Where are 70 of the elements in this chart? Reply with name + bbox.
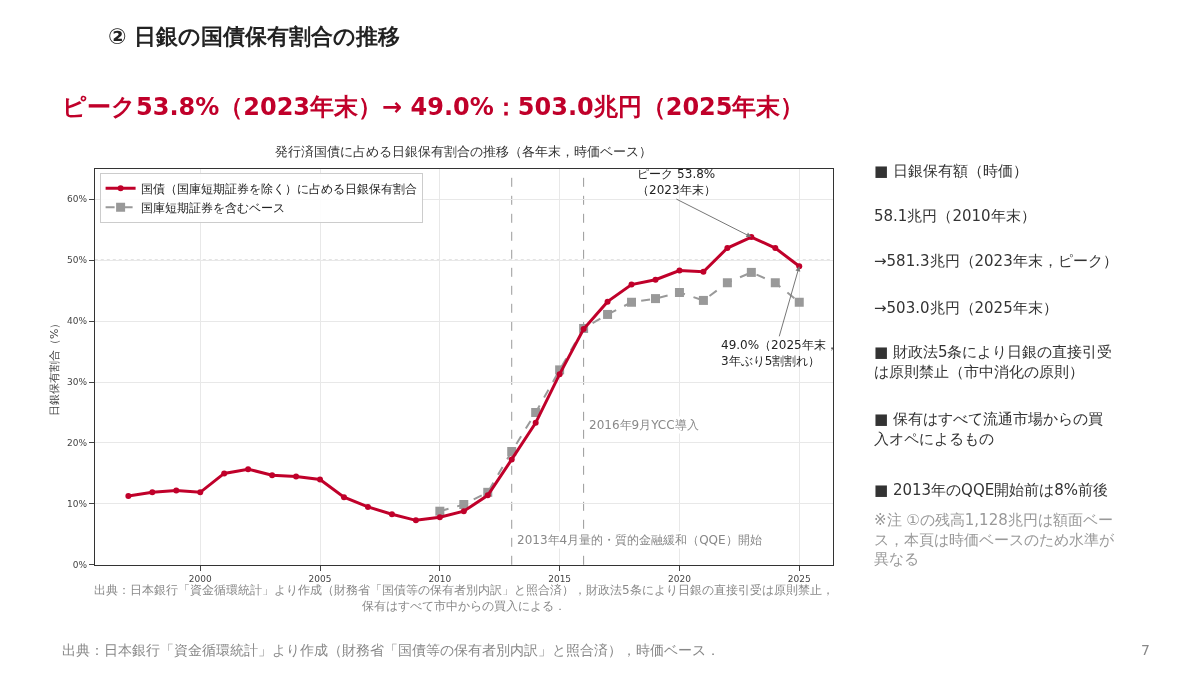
point	[197, 489, 204, 496]
y-tick-label: 0%	[72, 559, 88, 570]
point	[364, 503, 371, 510]
y-axis-title: 日銀保有割合（%）	[47, 317, 61, 417]
point	[722, 278, 732, 288]
source-note: 出典：日本銀行「資金循環統計」より作成（財務省「国債等の保有者別内訳」と照合済），時価ベース．	[62, 642, 720, 658]
point	[698, 295, 708, 305]
point	[652, 276, 659, 283]
text: ※注 ①の残高1,128兆円は額面ベース，本頁は時価ベースのため水準が異なる	[874, 511, 1115, 568]
y-tick-label: 50%	[66, 255, 88, 266]
point	[603, 309, 613, 319]
text: ■ 財政法5条により日銀の直接引受は原則禁止（市中消化の原則）	[874, 343, 1113, 381]
legend-label: 国庫短期証券を含むベース	[140, 201, 285, 216]
x-tick-label: 2025	[787, 573, 811, 584]
annotation: ピーク 53.8% （2023年末）	[637, 167, 716, 197]
text: 発行済国債に占める日銀保有割合の推移（各年末，時価ベース）	[275, 144, 652, 159]
x-tick-label: 2010	[428, 573, 452, 584]
point	[436, 514, 443, 521]
text: ■ 2013年のQQE開始前は8%前後	[874, 481, 1109, 499]
point	[459, 500, 469, 509]
point	[724, 245, 731, 252]
point	[317, 476, 324, 483]
x-tick-label: 2015	[548, 573, 572, 584]
point	[628, 281, 635, 288]
point	[221, 470, 228, 477]
point	[772, 245, 779, 252]
point	[293, 473, 300, 480]
legend-label: 国債（国庫短期証券を除く）に占める日銀保有割合	[140, 182, 417, 197]
point	[340, 494, 347, 501]
point	[556, 371, 563, 378]
point	[794, 297, 804, 307]
x-tick-label: 2020	[668, 573, 692, 584]
annotation: 49.0%（2025年末， 3年ぶり5割割れ）	[721, 338, 838, 368]
text: ■ 日銀保有額（時価）	[874, 162, 1028, 180]
point	[484, 492, 491, 499]
chart-title: ② 日銀の国債保有割合の推移	[108, 24, 401, 49]
text: →581.3兆円（2023年末，ピーク）	[874, 252, 1118, 270]
y-tick-label: 30%	[66, 377, 88, 388]
point	[269, 472, 276, 479]
y-tick-label: 10%	[66, 499, 88, 510]
point	[149, 489, 156, 496]
point	[125, 492, 132, 499]
y-tick-label: 40%	[66, 316, 88, 327]
point	[508, 456, 515, 463]
point	[173, 487, 180, 494]
point	[700, 268, 707, 275]
text: 7	[1141, 642, 1150, 658]
point	[746, 267, 756, 277]
point	[532, 419, 539, 426]
text: 58.1兆円（2010年末）	[874, 207, 1036, 225]
x-tick-label: 2000	[188, 573, 212, 584]
point	[604, 298, 611, 305]
point	[676, 267, 683, 274]
text: ■ 保有はすべて流通市場からの買入オペによるもの	[874, 410, 1103, 448]
point	[650, 294, 660, 304]
ref-line-label: 2013年4月量的・質的金融緩和（QQE）開始	[517, 533, 762, 547]
point	[770, 278, 780, 288]
y-tick-label: 60%	[66, 194, 88, 205]
y-tick-label: 20%	[66, 438, 88, 449]
chart-subtitle: ピーク53.8%（2023年末）→ 49.0%：503.0兆円（2025年末）	[62, 93, 805, 121]
text: →503.0兆円（2025年末）	[874, 299, 1058, 317]
x-tick-label: 2005	[308, 573, 332, 584]
ref-line-label: 2016年9月YCC導入	[589, 418, 699, 432]
point	[460, 508, 467, 515]
point	[388, 511, 395, 518]
point	[674, 288, 684, 297]
source-note: 出典：日本銀行「資金循環統計」より作成（財務省「国債等の保有者別内訳」と照合済），財政法5条により日銀の直接引受は原則禁止，保有はすべて市中からの買入による．	[94, 583, 834, 613]
point	[412, 517, 419, 524]
point	[245, 466, 252, 473]
point	[627, 297, 637, 307]
